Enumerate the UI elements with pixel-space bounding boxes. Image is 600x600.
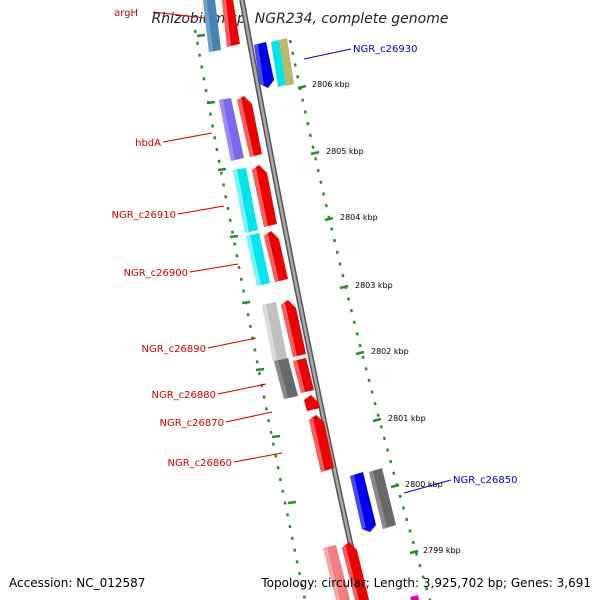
outline-left <box>193 29 307 600</box>
gene-bottom-red[interactable] <box>342 542 369 600</box>
genes-right-strand <box>254 38 419 600</box>
left-labels: argH hbdA NGR_c26910 NGR_c26900 NGR_c268… <box>112 8 233 469</box>
tick-label-2803: 2803 kbp <box>355 281 393 290</box>
label-NGR_c26880[interactable]: NGR_c26880 <box>152 390 217 401</box>
label-argH[interactable]: argH <box>114 8 138 19</box>
scale-tick-labels: 2806 kbp 2805 kbp 2804 kbp 2803 kbp 2802… <box>312 80 461 555</box>
tick-label-2804: 2804 kbp <box>340 213 378 222</box>
accession-text: Accession: NC_012587 <box>9 576 146 590</box>
gene-bottom-magenta[interactable] <box>410 595 419 600</box>
label-NGR_c26930[interactable]: NGR_c26930 <box>353 44 418 55</box>
tick-label-2801: 2801 kbp <box>388 414 426 423</box>
label-NGR_c26850[interactable]: NGR_c26850 <box>453 475 518 486</box>
label-NGR_c26870[interactable]: NGR_c26870 <box>160 418 225 429</box>
scale-ticks <box>297 84 419 555</box>
backbone <box>239 0 366 600</box>
label-hbdA[interactable]: hbdA <box>135 138 161 149</box>
tick-label-2806: 2806 kbp <box>312 80 350 89</box>
tick-label-2802: 2802 kbp <box>371 347 409 356</box>
label-NGR_c26890[interactable]: NGR_c26890 <box>142 344 207 355</box>
gene-cyan-small[interactable] <box>271 40 286 87</box>
gene-NGR_c26870[interactable] <box>304 395 320 411</box>
right-leader-lines <box>303 48 452 494</box>
topology-text: Topology: circular; Length: 3,925,702 bp… <box>261 576 591 590</box>
genes-inner-strand <box>222 0 396 600</box>
genes-left-strand <box>203 0 376 600</box>
label-NGR_c26910[interactable]: NGR_c26910 <box>112 210 177 221</box>
label-NGR_c26900[interactable]: NGR_c26900 <box>124 268 189 279</box>
map-title: Rhizobium sp. NGR234, complete genome <box>152 11 449 27</box>
left-leader-lines <box>152 11 283 463</box>
tick-label-2805: 2805 kbp <box>326 147 364 156</box>
outline-ticks-left <box>196 33 297 505</box>
gene-khaki[interactable] <box>279 38 294 86</box>
right-labels: NGR_c26930 NGR_c26850 <box>353 44 518 486</box>
label-NGR_c26860[interactable]: NGR_c26860 <box>168 458 233 469</box>
tick-label-2800: 2800 kbp <box>405 480 443 489</box>
tick-label-2799: 2799 kbp <box>423 546 461 555</box>
